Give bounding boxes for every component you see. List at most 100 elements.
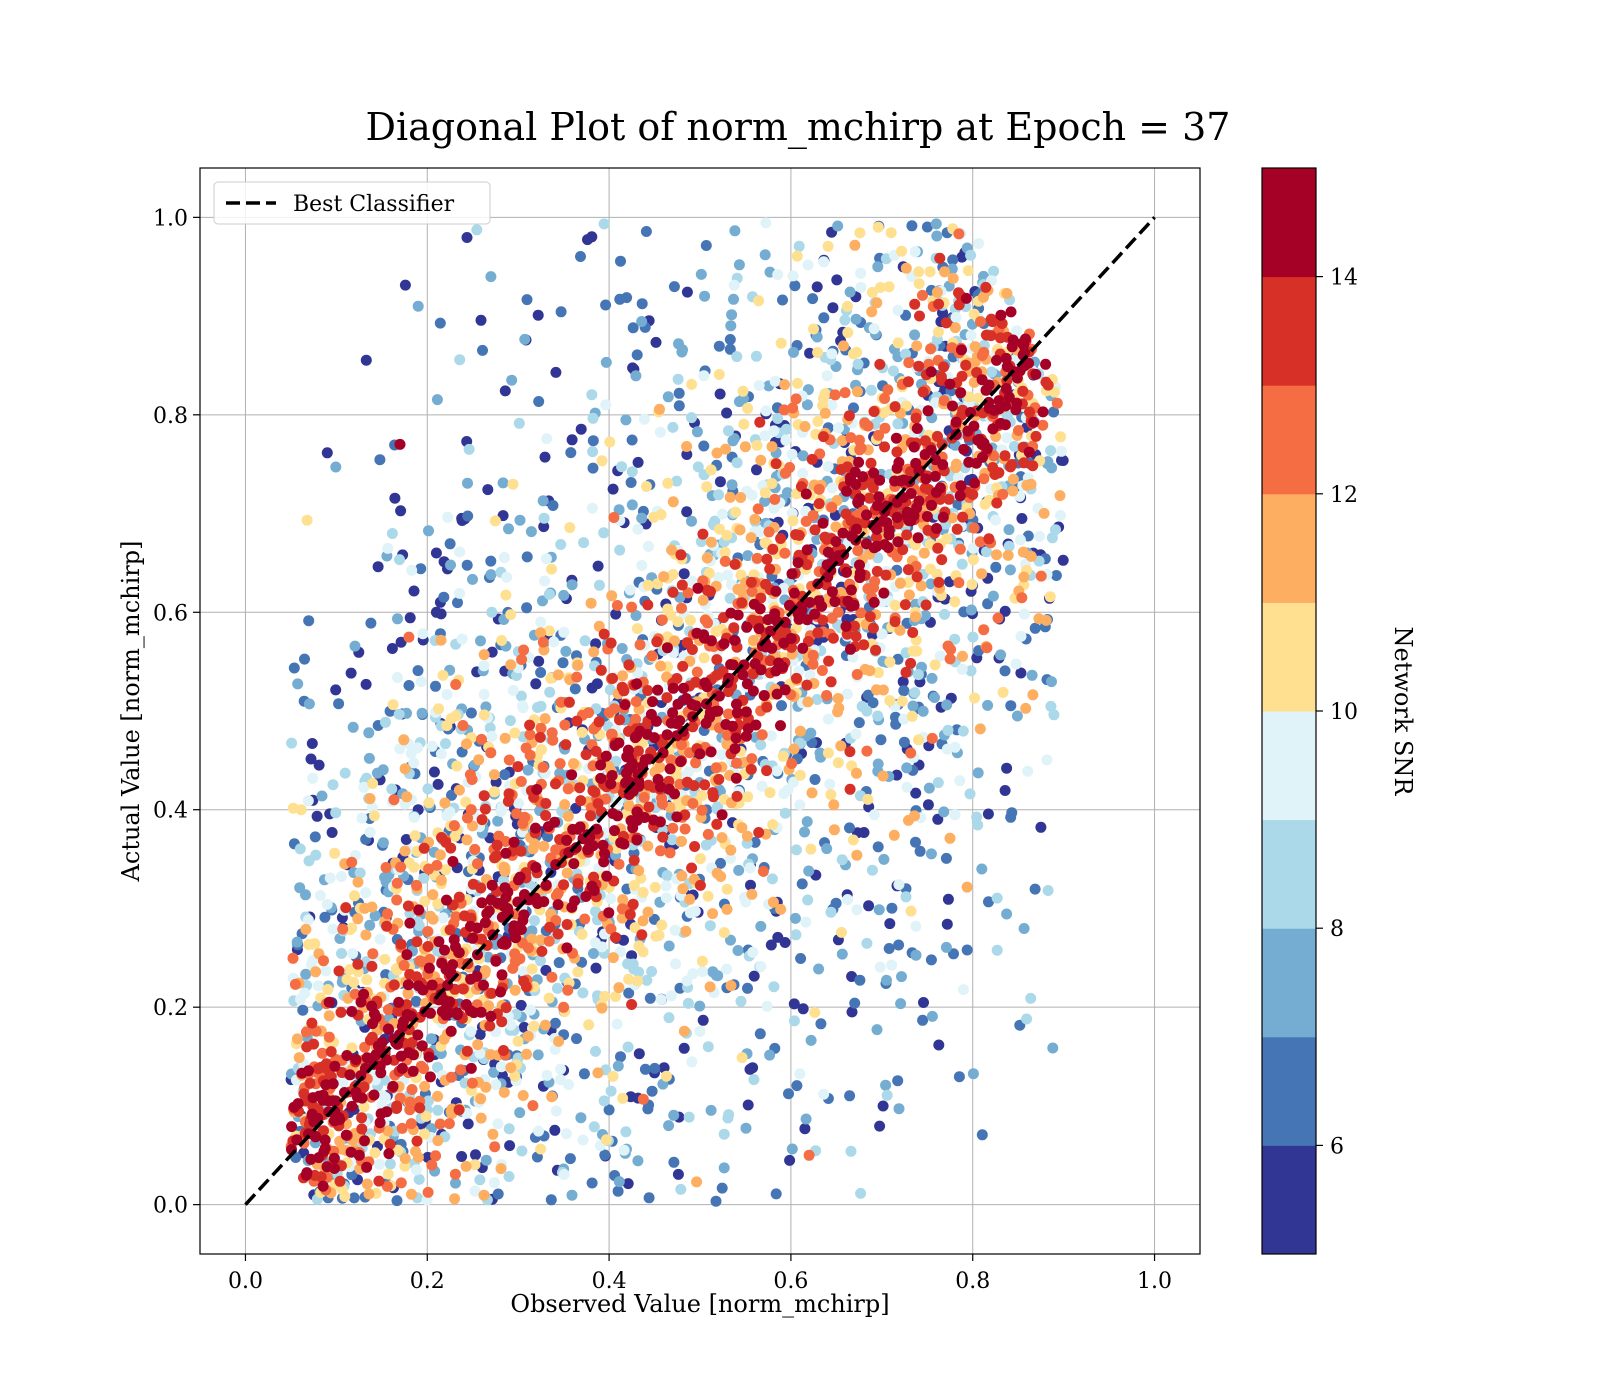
scatter-point [691,426,703,438]
scatter-point [972,819,984,831]
scatter-point [287,952,299,964]
scatter-point [944,832,956,844]
scatter-point [896,245,908,257]
scatter-point [812,627,824,639]
scatter-point [844,1090,856,1102]
scatter-point [441,720,453,732]
scatter-point [480,1154,492,1166]
scatter-point [1014,534,1026,546]
scatter-point [999,785,1011,796]
scatter-point [837,527,849,539]
scatter-point [1055,509,1066,521]
scatter-point [361,1178,373,1190]
scatter-point [504,715,516,727]
scatter-point [926,672,938,684]
scatter-point [704,920,716,932]
scatter-point [912,532,924,544]
scatter-point [467,820,478,832]
scatter-point [490,955,502,967]
scatter-point [969,477,980,489]
scatter-point [880,1079,892,1091]
scatter-point [401,949,413,961]
scatter-point [546,1091,558,1103]
scatter-point [913,734,924,746]
scatter-point [925,954,937,966]
scatter-point [846,971,858,982]
scatter-point [766,873,778,885]
scatter-point [767,896,779,908]
scatter-point [826,399,838,411]
scatter-point [936,554,948,566]
scatter-point [675,549,687,561]
scatter-point [411,1135,423,1147]
scatter-point [540,879,552,891]
scatter-point [742,1099,754,1111]
scatter-point [398,959,410,971]
scatter-point [825,789,837,801]
scatter-point [382,1023,394,1035]
scatter-point [531,784,543,795]
scatter-point [348,976,360,988]
scatter-point [475,1112,487,1124]
scatter-point [441,894,452,906]
scatter-point [786,758,798,769]
scatter-point [760,405,772,417]
scatter-point [965,665,977,677]
scatter-point [792,557,804,569]
scatter-point [1029,883,1041,895]
scatter-point [716,749,728,761]
scatter-point [929,659,941,671]
scatter-point [585,597,597,609]
scatter-point [627,322,639,334]
scatter-point [294,843,306,855]
scatter-point [1023,446,1035,458]
scatter-point [509,1070,521,1082]
scatter-point [549,1124,561,1136]
scatter-point [485,1010,497,1022]
scatter-point [538,521,550,533]
scatter-point [623,659,635,671]
scatter-point [346,856,358,868]
scatter-point [512,761,524,773]
scatter-point [836,435,848,447]
scatter-point [432,1061,443,1073]
scatter-point [676,602,687,614]
scatter-point [356,812,368,824]
scatter-point [802,259,814,271]
scatter-point [638,413,650,425]
scatter-point [490,1079,502,1091]
scatter-point [890,718,902,730]
colorbar [1261,167,1317,1255]
scatter-point [827,632,839,644]
scatter-point [595,772,607,784]
scatter-point [976,568,988,580]
scatter-point [404,1038,416,1050]
scatter-point [737,385,749,397]
scatter-point [327,779,339,791]
scatter-point [328,1163,340,1174]
scatter-point [886,902,898,914]
scatter-point [382,908,393,920]
scatter-point [419,895,431,907]
scatter-point [313,1090,325,1102]
scatter-point [905,905,917,917]
scatter-point [574,782,586,794]
scatter-point [391,1100,403,1112]
scatter-point [561,919,573,930]
scatter-point [526,925,538,937]
scatter-point [661,692,673,704]
scatter-point [598,527,610,539]
scatter-point [672,698,684,710]
scatter-point [828,824,840,836]
scatter-point [880,569,892,581]
scatter-point [800,488,812,500]
scatter-point [586,1177,598,1189]
scatter-point [724,334,736,345]
scatter-point [513,798,525,809]
scatter-point [765,939,777,951]
scatter-point [626,950,638,962]
scatter-point [740,896,752,908]
scatter-point [405,1010,417,1022]
scatter-point [1003,391,1015,403]
scatter-point [745,879,756,891]
